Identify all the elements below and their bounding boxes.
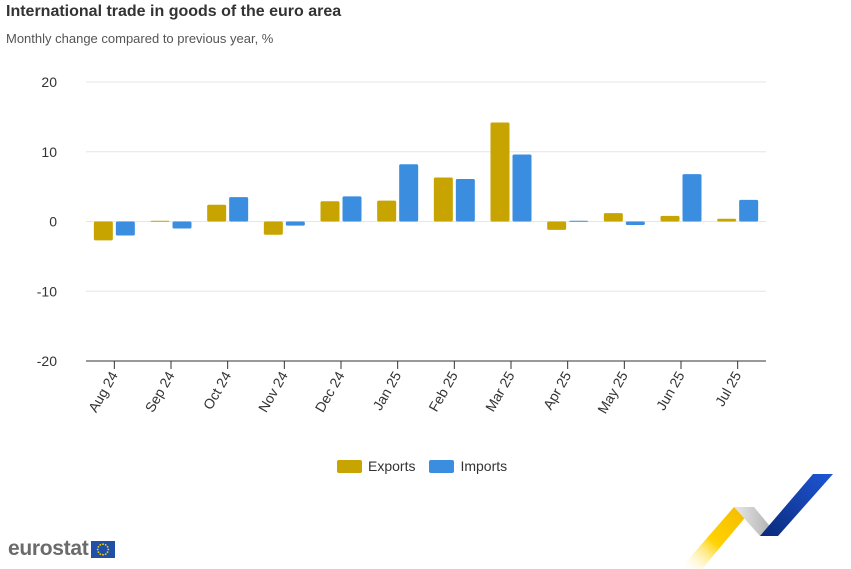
legend-item-imports[interactable]: Imports [429,458,507,474]
eu-flag-icon [91,540,116,558]
legend: Exports Imports [337,458,521,474]
bar-imports-jul-25[interactable] [739,199,759,222]
bar-exports-feb-25[interactable] [433,177,453,222]
bar-imports-sep-24[interactable] [172,221,192,229]
legend-label-exports: Exports [368,458,416,474]
bar-imports-jun-25[interactable] [682,174,702,222]
legend-swatch-exports [337,459,362,473]
bar-exports-sep-24[interactable] [150,220,170,222]
x-tick-label: Nov 24 [255,368,291,415]
x-tick-label: Jun 25 [653,368,688,413]
x-tick-label: Feb 25 [425,368,461,414]
bar-imports-nov-24[interactable] [285,221,305,226]
bar-imports-jan-25[interactable] [399,164,419,222]
x-tick-label: Mar 25 [482,368,518,414]
y-tick-label: -20 [37,353,57,369]
decorative-ribbon-icon [680,474,833,569]
bar-imports-oct-24[interactable] [229,197,249,222]
bar-exports-oct-24[interactable] [207,204,227,222]
x-tick-label: Sep 24 [142,368,178,415]
eurostat-logo[interactable]: eurostat [8,537,116,561]
bar-chart: 20 10 0 -10 -20 Aug 24 Sep 24 Oct 24 Nov 24 Dec … [37,74,766,416]
chart-subtitle: Monthly change compared to previous year… [6,31,274,46]
bars [93,122,759,241]
bar-exports-aug-24[interactable] [93,221,113,241]
bar-exports-apr-25[interactable] [547,221,567,230]
legend-swatch-imports [429,459,455,473]
x-tick-label: Jan 25 [369,368,404,413]
bar-imports-dec-24[interactable] [342,196,362,222]
bar-exports-mar-25[interactable] [490,122,510,222]
chart-title: International trade in goods of the euro… [6,3,342,20]
x-tick-label: May 25 [594,368,631,416]
x-tick-label: Aug 24 [85,368,121,415]
logo-text: eurostat [8,537,89,560]
y-axis: 20 10 0 -10 -20 [37,74,57,369]
bar-exports-nov-24[interactable] [263,221,283,235]
y-tick-label: 0 [49,214,57,230]
x-axis: Aug 24 Sep 24 Oct 24 Nov 24 Dec 24 Jan 25 Feb … [85,360,766,416]
bar-imports-apr-25[interactable] [569,220,589,222]
bar-imports-feb-25[interactable] [455,178,475,222]
bar-exports-jul-25[interactable] [717,218,737,222]
x-tick-label: Oct 24 [200,368,235,412]
bar-exports-jun-25[interactable] [660,215,680,222]
y-tick-label: 20 [41,74,57,90]
x-tick-label: Jul 25 [712,368,745,409]
y-tick-label: 10 [41,144,57,160]
bar-imports-may-25[interactable] [625,221,645,225]
legend-label-imports: Imports [460,458,508,474]
legend-item-exports[interactable]: Exports [337,458,415,474]
gridlines [86,81,766,292]
bar-imports-aug-24[interactable] [115,221,135,236]
bar-exports-dec-24[interactable] [320,201,340,222]
bar-exports-may-25[interactable] [603,213,623,222]
y-tick-label: -10 [37,283,57,299]
x-tick-label: Apr 25 [540,368,575,412]
bar-exports-jan-25[interactable] [377,200,397,222]
bar-imports-mar-25[interactable] [512,154,532,222]
x-tick-label: Dec 24 [312,368,348,415]
